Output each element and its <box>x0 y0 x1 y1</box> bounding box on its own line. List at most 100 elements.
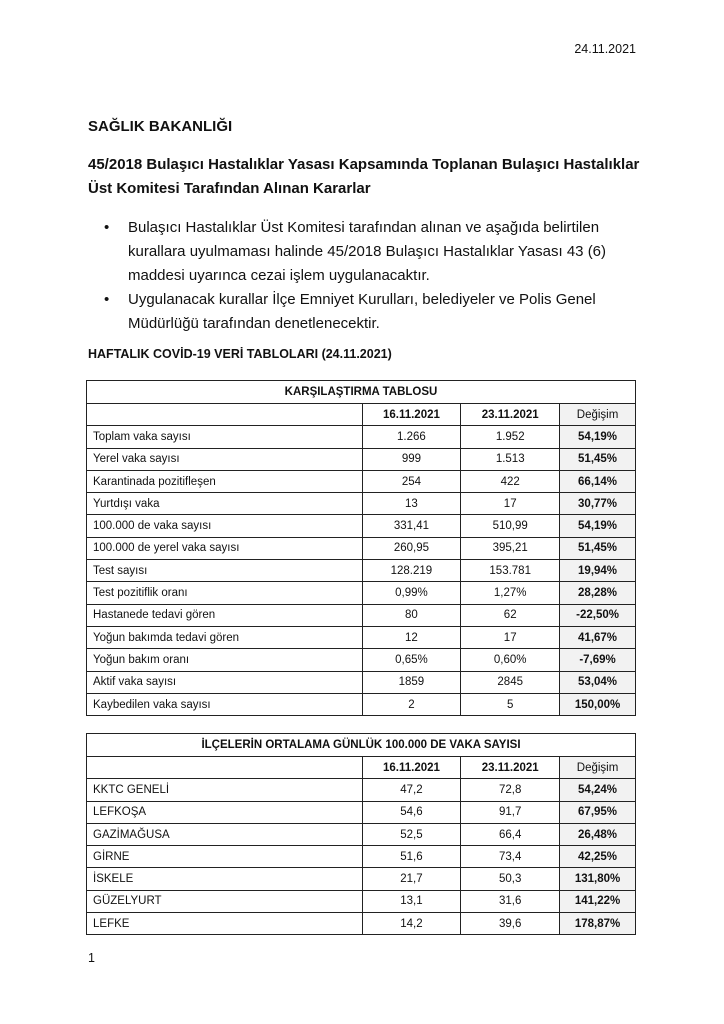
table-cell: 50,3 <box>460 867 561 891</box>
table-cell: Karantinada pozitifleşen <box>86 469 363 494</box>
table-cell: 73,4 <box>460 845 561 869</box>
table-cell: Yoğun bakım oranı <box>86 648 363 672</box>
table-row: GÜZELYURT 13,1 31,6 141,22% <box>86 889 636 914</box>
table-cell: 0,65% <box>361 648 462 672</box>
comparison-table: KARŞILAŞTIRMA TABLOSU 16.11.2021 23.11.202… <box>86 380 636 717</box>
table-cell: 21,7 <box>361 867 462 891</box>
table-cell: 67,95% <box>559 800 636 824</box>
column-header: 16.11.2021 <box>361 402 462 427</box>
table-cell: 41,67% <box>559 625 636 650</box>
column-header <box>86 402 363 427</box>
table-cell: 12 <box>361 625 462 650</box>
table-cell: Yerel vaka sayısı <box>86 447 363 471</box>
table-cell: 153.781 <box>460 559 561 583</box>
table-cell: 19,94% <box>559 559 636 583</box>
table-cell: 54,19% <box>559 514 636 538</box>
table-row: Toplam vaka sayısı 1.266 1.952 54,19% <box>86 425 636 449</box>
column-header: 23.11.2021 <box>460 755 561 780</box>
table-header-row: 16.11.2021 23.11.2021 Değişim <box>86 402 636 427</box>
table-cell: 17 <box>460 492 561 516</box>
page-number: 1 <box>88 951 95 965</box>
table-row: 100.000 de yerel vaka sayısı 260,95 395,21… <box>86 536 636 561</box>
table-row: İSKELE 21,7 50,3 131,80% <box>86 867 636 891</box>
table-cell: -22,50% <box>559 603 636 627</box>
table-cell: 5 <box>460 692 561 717</box>
table-cell: 254 <box>361 469 462 494</box>
table-row: GAZİMAĞUSA 52,5 66,4 26,48% <box>86 822 636 847</box>
table-cell: 131,80% <box>559 867 636 891</box>
table-cell: 42,25% <box>559 845 636 869</box>
table-row: KKTC GENELİ 47,2 72,8 54,24% <box>86 778 636 802</box>
table-cell: 141,22% <box>559 889 636 914</box>
table-cell: 17 <box>460 625 561 650</box>
table-cell: 14,2 <box>361 912 462 936</box>
table-cell: 66,4 <box>460 822 561 847</box>
bullet-text: Bulaşıcı Hastalıklar Üst Komitesi tarafı… <box>128 219 607 284</box>
table-cell: 54,6 <box>361 800 462 824</box>
table-row: Test pozitiflik oranı 0,99% 1,27% 28,28% <box>86 581 636 605</box>
table-row: LEFKE 14,2 39,6 178,87% <box>86 912 636 936</box>
table-cell: 80 <box>361 603 462 627</box>
bullet-icon: • <box>104 291 110 308</box>
table-cell: 422 <box>460 469 561 494</box>
section-title: HAFTALIK COVİD-19 VERİ TABLOLARI (24.11.… <box>88 347 392 361</box>
table-cell: 47,2 <box>361 778 462 802</box>
table-cell: 1.513 <box>460 447 561 471</box>
table-cell: 62 <box>460 603 561 627</box>
table-cell: 2 <box>361 692 462 717</box>
table-row: LEFKOŞA 54,6 91,7 67,95% <box>86 800 636 824</box>
table-cell: 52,5 <box>361 822 462 847</box>
table-cell: 51,45% <box>559 536 636 561</box>
column-header: 16.11.2021 <box>361 755 462 780</box>
table-cell: 100.000 de yerel vaka sayısı <box>86 536 363 561</box>
table-cell: Toplam vaka sayısı <box>86 425 363 449</box>
table-cell: 1,27% <box>460 581 561 605</box>
table-row: Yoğun bakımda tedavi gören 12 17 41,67% <box>86 625 636 650</box>
table-cell: 66,14% <box>559 469 636 494</box>
table-cell: GAZİMAĞUSA <box>86 822 363 847</box>
table-cell: Test sayısı <box>86 559 363 583</box>
table-cell: 150,00% <box>559 692 636 717</box>
bullet-item: • Bulaşıcı Hastalıklar Üst Komitesi taraf… <box>104 216 648 288</box>
table-cell: KKTC GENELİ <box>86 778 363 802</box>
table-row: Kaybedilen vaka sayısı 2 5 150,00% <box>86 692 636 717</box>
table-title: İLÇELERİN ORTALAMA GÜNLÜK 100.000 DE VAK… <box>86 733 636 757</box>
table-cell: Yurtdışı vaka <box>86 492 363 516</box>
table-cell: İSKELE <box>86 867 363 891</box>
table-cell: 128.219 <box>361 559 462 583</box>
table-cell: 100.000 de vaka sayısı <box>86 514 363 538</box>
bullet-icon: • <box>104 219 110 236</box>
table-row: Karantinada pozitifleşen 254 422 66,14% <box>86 469 636 494</box>
table-cell: 39,6 <box>460 912 561 936</box>
table-cell: 395,21 <box>460 536 561 561</box>
table-cell: 26,48% <box>559 822 636 847</box>
table-row: Yoğun bakım oranı 0,65% 0,60% -7,69% <box>86 648 636 672</box>
table-cell: 999 <box>361 447 462 471</box>
table-cell: 54,19% <box>559 425 636 449</box>
table-cell: 53,04% <box>559 670 636 694</box>
table-cell: 51,45% <box>559 447 636 471</box>
table-cell: Yoğun bakımda tedavi gören <box>86 625 363 650</box>
table-cell: 2845 <box>460 670 561 694</box>
table-cell: -7,69% <box>559 648 636 672</box>
table-cell: 30,77% <box>559 492 636 516</box>
table-cell: LEFKE <box>86 912 363 936</box>
table-cell: 1.266 <box>361 425 462 449</box>
table-cell: 13,1 <box>361 889 462 914</box>
table-cell: 260,95 <box>361 536 462 561</box>
column-header: 23.11.2021 <box>460 402 561 427</box>
table-row: Yerel vaka sayısı 999 1.513 51,45% <box>86 447 636 471</box>
table-cell: 0,99% <box>361 581 462 605</box>
table-cell: 54,24% <box>559 778 636 802</box>
table-cell: 91,7 <box>460 800 561 824</box>
table-cell: 1859 <box>361 670 462 694</box>
table-cell: Test pozitiflik oranı <box>86 581 363 605</box>
table-row: Hastanede tedavi gören 80 62 -22,50% <box>86 603 636 627</box>
table-row: 100.000 de vaka sayısı 331,41 510,99 54,19% <box>86 514 636 538</box>
column-header: Değişim <box>559 402 636 427</box>
table-title-row: İLÇELERİN ORTALAMA GÜNLÜK 100.000 DE VAK… <box>86 733 636 757</box>
column-header: Değişim <box>559 755 636 780</box>
table-cell: 0,60% <box>460 648 561 672</box>
table-row: Test sayısı 128.219 153.781 19,94% <box>86 559 636 583</box>
bullet-text: Uygulanacak kurallar İlçe Emniyet Kurull… <box>128 291 596 332</box>
